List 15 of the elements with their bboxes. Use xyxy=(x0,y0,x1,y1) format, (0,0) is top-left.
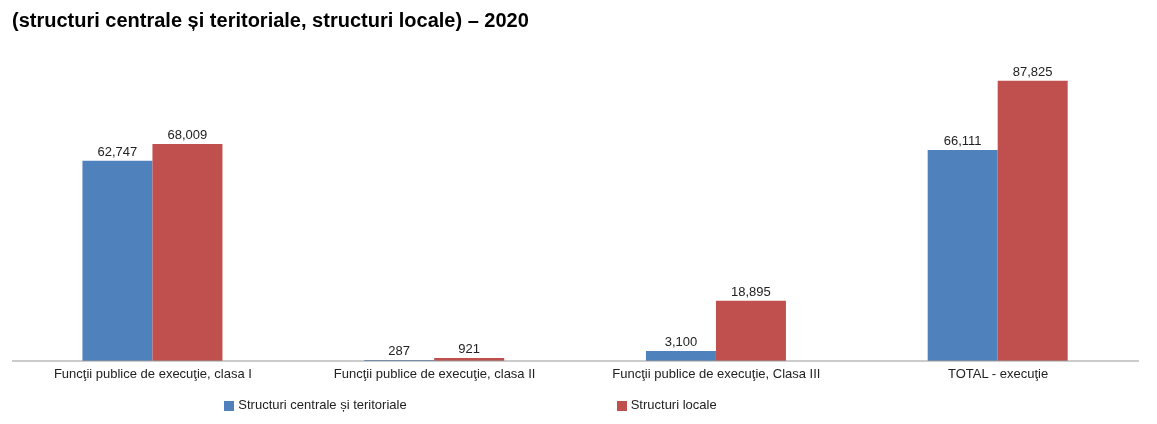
data-label: 921 xyxy=(458,341,481,357)
data-label: 3,100 xyxy=(664,334,698,350)
data-label: 87,825 xyxy=(1012,63,1053,79)
x-tick-label: Funcţii publice de execuţie, Clasa III xyxy=(612,366,821,382)
legend-label: Structuri centrale și teritoriale xyxy=(238,397,407,412)
x-tick-label: Funcţii publice de execuţie, clasa II xyxy=(333,366,536,382)
x-tick-label: Funcţii publice de execuţie, clasa I xyxy=(53,366,252,382)
legend-label: Structuri locale xyxy=(630,397,717,412)
data-label: 68,009 xyxy=(167,127,208,143)
data-label: 287 xyxy=(388,343,411,359)
data-label: 18,895 xyxy=(731,283,771,299)
x-tick-label: TOTAL - execuţie xyxy=(948,366,1049,382)
data-label: 66,111 xyxy=(943,133,982,149)
data-label: 62,747 xyxy=(97,143,138,159)
chart-title: (structuri centrale și teritoriale, structuri locale) – 2020 xyxy=(11,8,530,32)
